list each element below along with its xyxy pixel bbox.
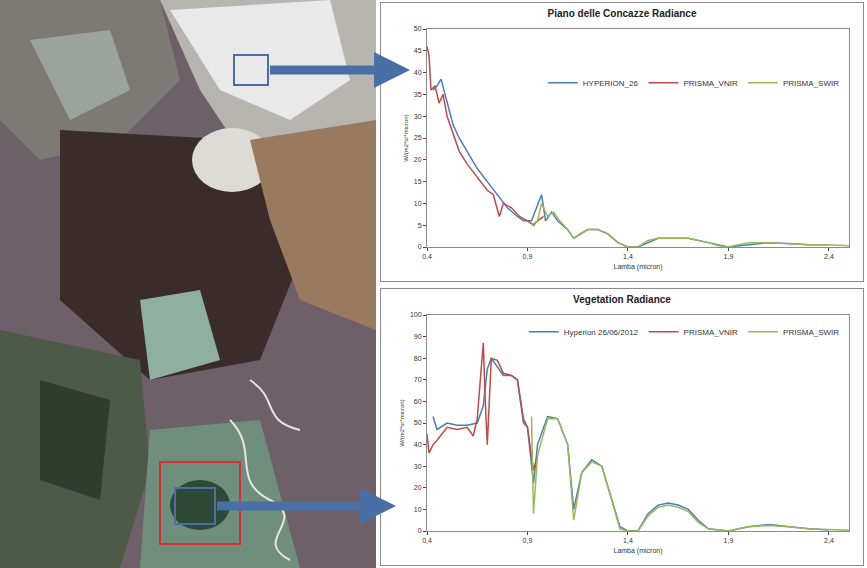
svg-text:Vegetation Radiance: Vegetation Radiance bbox=[573, 294, 671, 305]
svg-text:W/(m2*sr*micron): W/(m2*sr*micron) bbox=[399, 399, 405, 446]
svg-text:45: 45 bbox=[414, 47, 422, 54]
svg-text:Piano delle Concazze Radiance: Piano delle Concazze Radiance bbox=[548, 8, 697, 19]
svg-text:90: 90 bbox=[414, 333, 422, 340]
svg-text:25: 25 bbox=[414, 134, 422, 141]
svg-text:40: 40 bbox=[414, 441, 422, 448]
svg-text:50: 50 bbox=[414, 419, 422, 426]
svg-text:20: 20 bbox=[414, 484, 422, 491]
svg-text:70: 70 bbox=[414, 376, 422, 383]
svg-text:10: 10 bbox=[414, 506, 422, 513]
svg-text:0,9: 0,9 bbox=[523, 253, 533, 260]
svg-text:60: 60 bbox=[414, 398, 422, 405]
svg-text:15: 15 bbox=[414, 178, 422, 185]
svg-text:1,9: 1,9 bbox=[724, 537, 734, 544]
svg-text:35: 35 bbox=[414, 91, 422, 98]
svg-text:100: 100 bbox=[410, 311, 422, 318]
svg-text:Lamba (micron): Lamba (micron) bbox=[613, 547, 662, 555]
svg-text:W/(m2*sr*micron): W/(m2*sr*micron) bbox=[403, 114, 409, 161]
svg-text:2,4: 2,4 bbox=[824, 253, 834, 260]
svg-text:30: 30 bbox=[414, 463, 422, 470]
svg-text:PRISMA_VNIR: PRISMA_VNIR bbox=[683, 79, 737, 88]
svg-text:40: 40 bbox=[414, 69, 422, 76]
svg-text:PRISMA_SWIR: PRISMA_SWIR bbox=[783, 328, 839, 337]
svg-text:0,4: 0,4 bbox=[422, 253, 432, 260]
svg-text:20: 20 bbox=[414, 156, 422, 163]
svg-text:Lamba (micron): Lamba (micron) bbox=[613, 263, 662, 271]
svg-text:PRISMA_VNIR: PRISMA_VNIR bbox=[684, 328, 738, 337]
svg-text:0: 0 bbox=[418, 243, 422, 250]
svg-text:1,9: 1,9 bbox=[724, 253, 734, 260]
svg-text:HYPERION_26: HYPERION_26 bbox=[583, 79, 639, 88]
svg-text:10: 10 bbox=[414, 200, 422, 207]
svg-text:1,4: 1,4 bbox=[623, 537, 633, 544]
svg-text:30: 30 bbox=[414, 113, 422, 120]
svg-text:2,4: 2,4 bbox=[824, 537, 834, 544]
svg-text:50: 50 bbox=[414, 25, 422, 32]
svg-text:1,4: 1,4 bbox=[623, 253, 633, 260]
svg-text:Hyperion 26/06/2012: Hyperion 26/06/2012 bbox=[564, 328, 639, 337]
svg-text:0,4: 0,4 bbox=[422, 537, 432, 544]
svg-text:PRISMA_SWIR: PRISMA_SWIR bbox=[783, 79, 839, 88]
svg-text:5: 5 bbox=[418, 222, 422, 229]
svg-text:0: 0 bbox=[418, 527, 422, 534]
svg-text:0,9: 0,9 bbox=[523, 537, 533, 544]
svg-text:80: 80 bbox=[414, 355, 422, 362]
